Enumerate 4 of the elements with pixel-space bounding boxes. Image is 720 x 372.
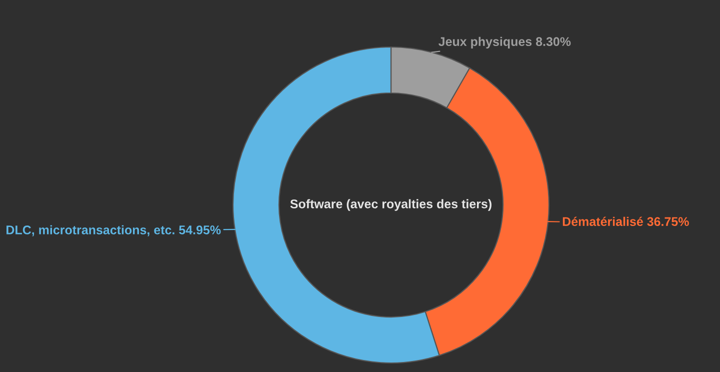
slice-label: DLC, microtransactions, etc. 54.95%: [6, 225, 221, 236]
slice-label: Dématérialisé 36.75%: [562, 216, 689, 226]
slice-label: Jeux physiques 8.30%: [438, 36, 571, 49]
text: Software (avec royalties des tiers): [290, 199, 492, 211]
